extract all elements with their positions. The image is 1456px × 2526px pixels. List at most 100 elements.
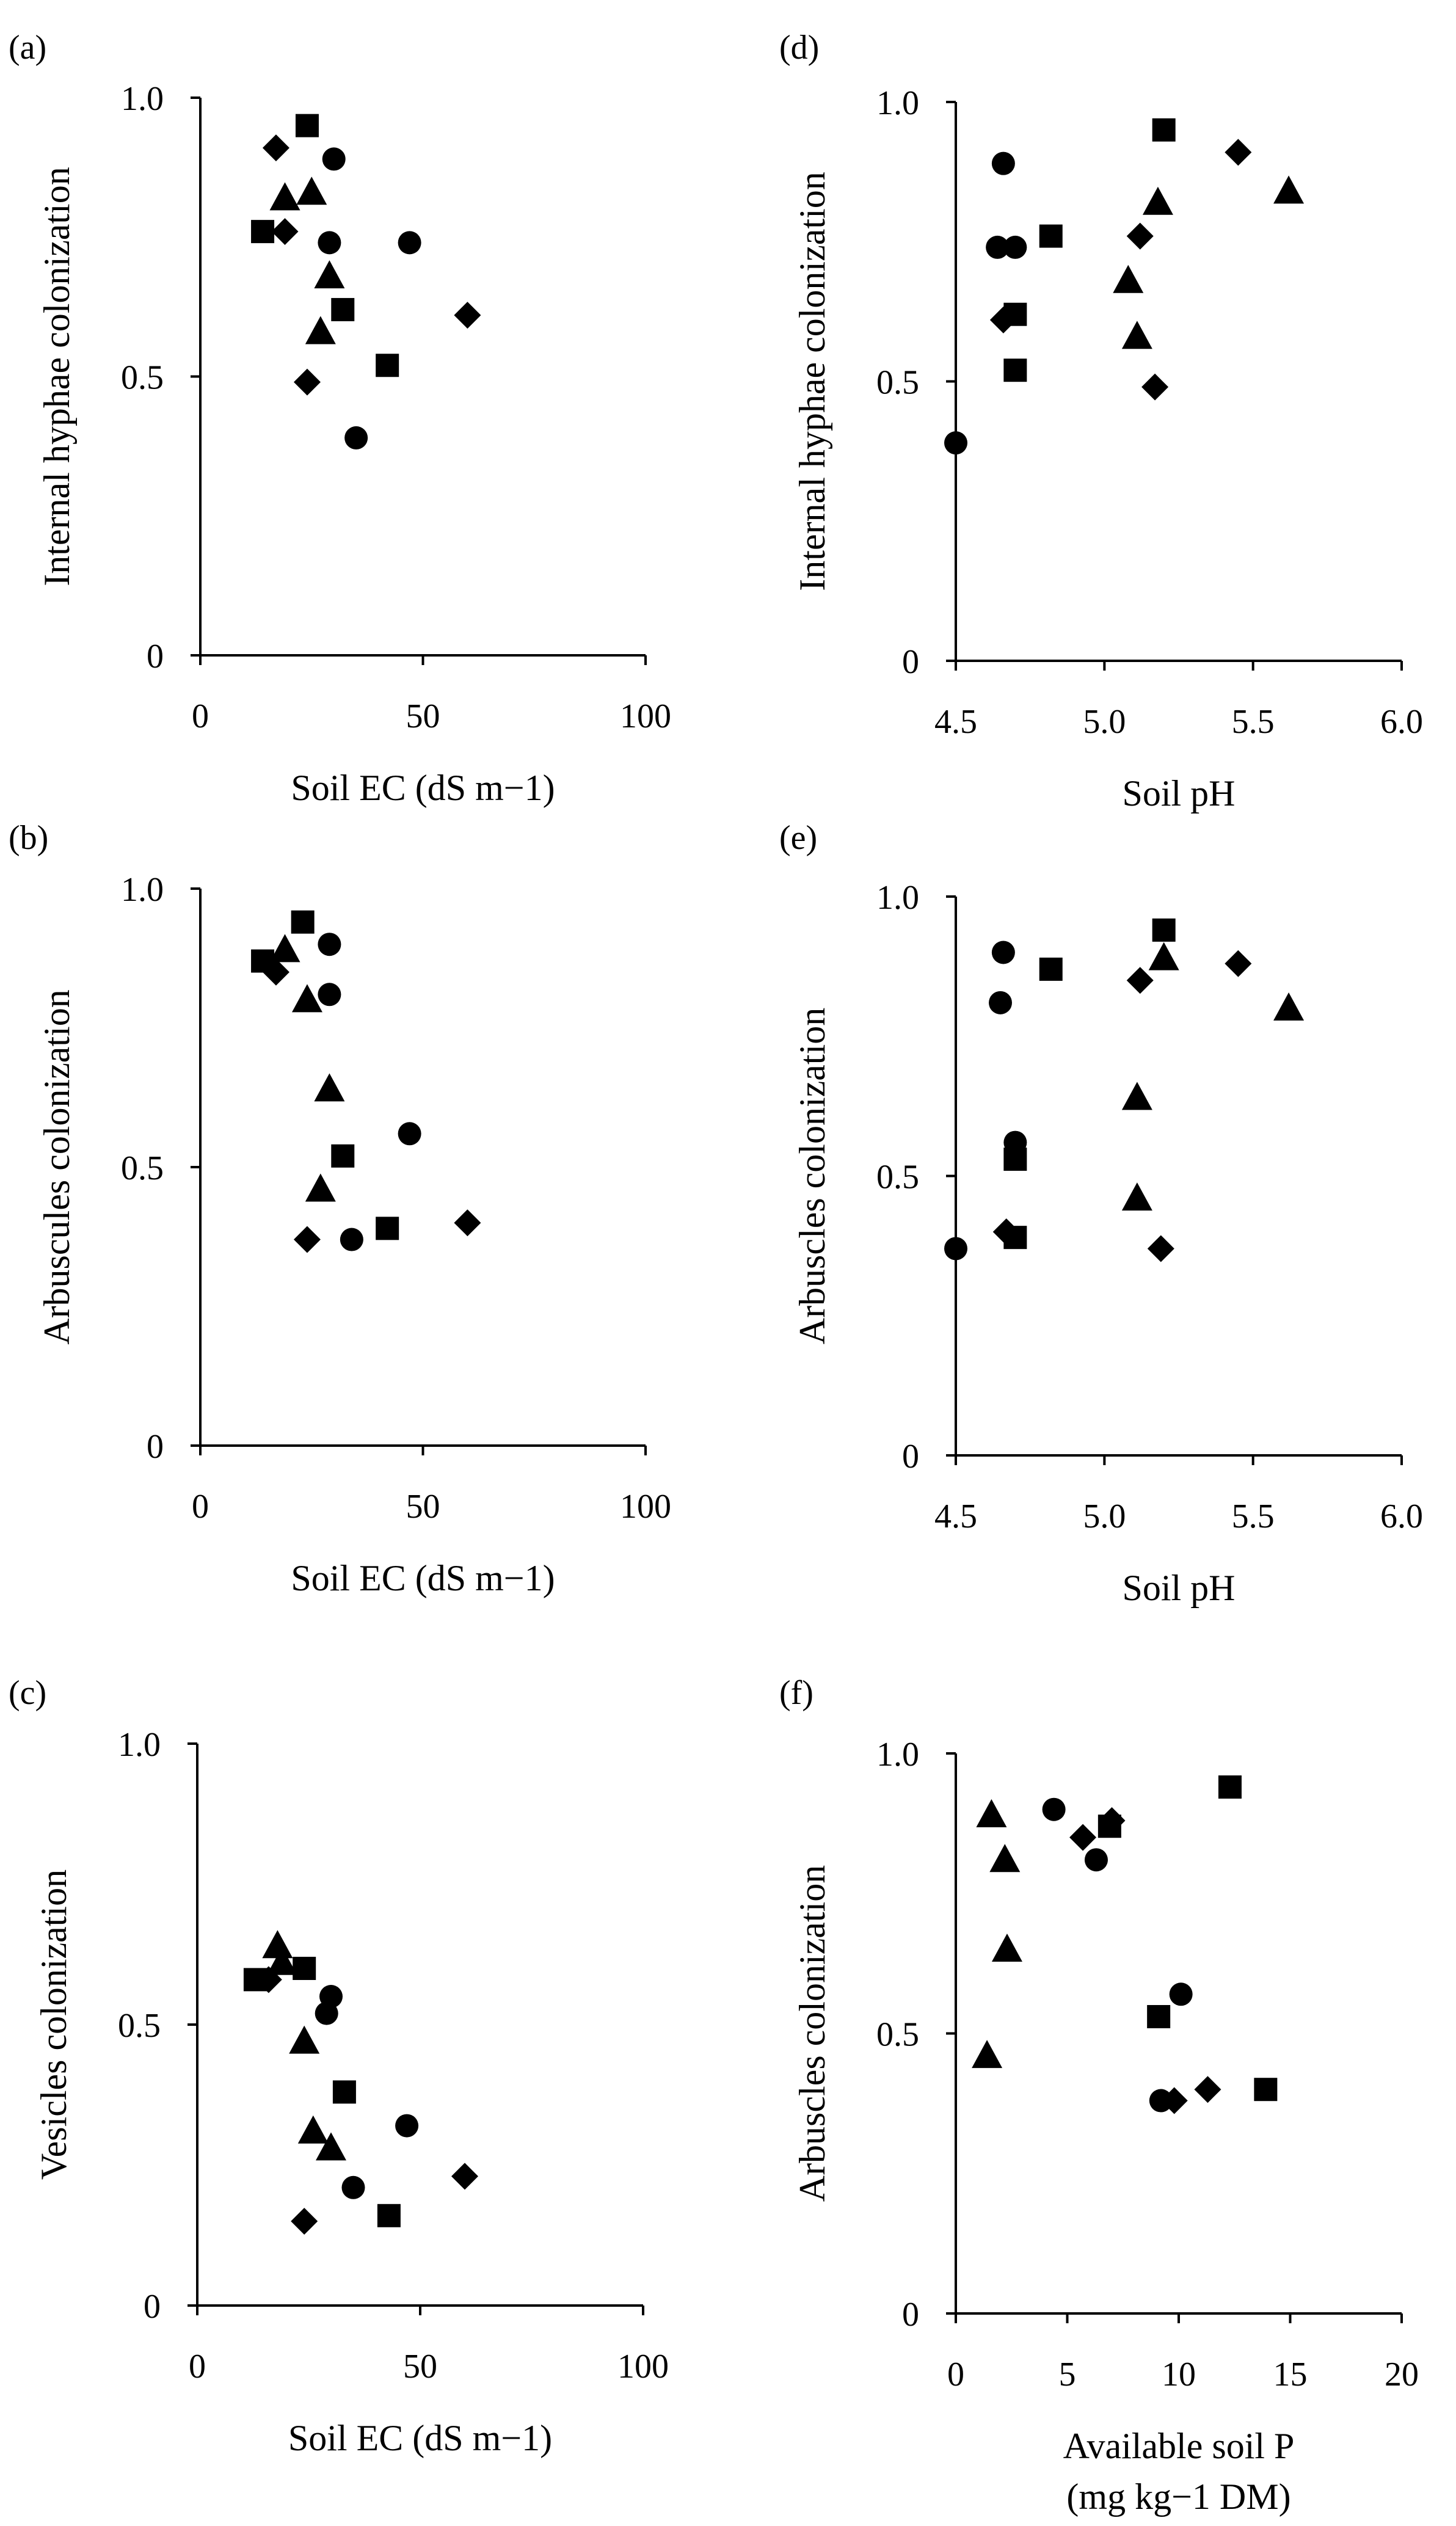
circle-point (1003, 235, 1027, 259)
x-axis-title: Soil EC (dS m−1) (291, 768, 555, 808)
y-tick-label: 0 (147, 638, 164, 675)
square-point (376, 1217, 399, 1240)
x-tick-label: 0 (192, 1488, 209, 1526)
square-point (1003, 1148, 1027, 1171)
y-tick-label: 1.0 (876, 84, 919, 122)
square-point (332, 2080, 356, 2104)
triangle-point (296, 177, 327, 205)
diamond-point (1194, 2076, 1221, 2103)
x-tick-label: 10 (1162, 2356, 1196, 2393)
x-tick-label: 5.5 (1232, 703, 1275, 741)
x-axis-title: Soil pH (1122, 773, 1235, 813)
x-tick-label: 6.0 (1380, 1498, 1423, 1535)
square-point (251, 220, 275, 244)
y-tick-label: 1.0 (118, 1726, 161, 1764)
diamond-point (262, 958, 289, 986)
diamond-point (1225, 950, 1252, 977)
x-tick-label: 5.5 (1232, 1498, 1275, 1535)
x-axis-title: Soil pH (1122, 1568, 1235, 1608)
square-point (1152, 918, 1176, 942)
square-point (1147, 2004, 1171, 2028)
circle-point (398, 1122, 421, 1146)
diamond-point (271, 218, 299, 246)
x-tick-label: 100 (620, 1488, 671, 1526)
triangle-point (1121, 321, 1152, 349)
x-tick-label: 0 (947, 2356, 964, 2393)
panel-a: (a) 0 0.5 1.0 0 50 100 Soil EC (dS m−1) Internal… (9, 29, 671, 808)
x-tick-label: 0 (189, 2348, 206, 2386)
triangle-point (305, 1173, 336, 1202)
panel-label: (a) (9, 29, 46, 67)
circle-point (1169, 1982, 1193, 2006)
triangle-point (269, 182, 300, 211)
diamond-point (291, 2208, 318, 2235)
circle-point (991, 941, 1015, 964)
x-tick-label: 4.5 (934, 703, 977, 741)
circle-point (395, 2114, 419, 2138)
diamond-point (1098, 1807, 1126, 1835)
x-tick-label: 6.0 (1380, 703, 1423, 741)
triangle-point (991, 1933, 1022, 1962)
triangle-point (269, 934, 300, 963)
x-tick-label: 100 (620, 697, 671, 735)
square-point (1218, 1775, 1242, 1799)
triangle-point (1121, 1082, 1152, 1110)
circle-point (944, 1237, 967, 1261)
triangle-point (1273, 992, 1305, 1021)
y-tick-label: 0.5 (876, 364, 919, 402)
circle-point (989, 991, 1012, 1014)
y-axis-title: Arbuscles colonization (792, 1865, 832, 2202)
y-tick-label: 0 (147, 1428, 164, 1466)
y-tick-label: 0 (144, 2288, 161, 2326)
panel-d: (d) 0 0.5 1.0 4.5 5.0 5.5 6.0 Soil pH Internal hy… (779, 29, 1423, 813)
circle-point (1042, 1797, 1066, 1821)
x-tick-label: 100 (617, 2348, 669, 2386)
circle-point (986, 235, 1010, 259)
circle-point (322, 147, 346, 171)
triangle-point (266, 1946, 297, 1975)
y-tick-label: 1.0 (121, 871, 164, 909)
y-axis-title: Arbuscles colonization (792, 1008, 832, 1345)
circle-point (318, 231, 341, 255)
x-axis-title-line2: (mg kg−1 DM) (1066, 2477, 1290, 2517)
triangle-point (305, 316, 336, 344)
diamond-point (989, 306, 1017, 333)
circle-point (1084, 1848, 1108, 1872)
y-tick-label: 0.5 (876, 1159, 919, 1196)
square-point (1003, 359, 1027, 382)
panel-label: (f) (779, 1674, 814, 1712)
panel-e: (e) 0 0.5 1.0 4.5 5.0 5.5 6.0 Soil pH Arbuscles c… (779, 819, 1423, 1608)
y-tick-label: 0.5 (876, 2016, 919, 2054)
diamond-point (293, 1226, 321, 1253)
triangle-point (1113, 264, 1144, 293)
panel-c: (c) 0 0.5 1.0 0 50 100 Soil EC (dS m−1) Vesicles… (9, 1674, 669, 2458)
diamond-point (1126, 967, 1154, 994)
panel-f: (f) 0 0.5 1.0 0 5 10 15 20 Available soil P (mg kg… (779, 1674, 1419, 2517)
y-tick-label: 0 (902, 1438, 919, 1476)
triangle-point (972, 2040, 1003, 2069)
diamond-point (1225, 139, 1252, 166)
circle-point (318, 933, 341, 956)
diamond-point (262, 134, 289, 162)
circle-point (315, 2001, 338, 2025)
triangle-point (316, 2132, 346, 2161)
diamond-point (992, 1218, 1020, 1245)
x-tick-label: 4.5 (934, 1498, 977, 1535)
triangle-point (289, 2025, 320, 2054)
y-axis-title: Arbuscules colonization (37, 989, 77, 1345)
diamond-point (454, 1209, 481, 1237)
square-point (331, 1144, 355, 1168)
square-point (377, 2204, 401, 2227)
triangle-point (1142, 186, 1173, 215)
square-point (1039, 957, 1063, 981)
circle-point (344, 426, 368, 450)
x-axis-title: Available soil P (1063, 2426, 1295, 2466)
triangle-point (989, 1844, 1021, 1873)
x-tick-label: 15 (1273, 2356, 1308, 2393)
circle-point (341, 2175, 365, 2199)
y-tick-label: 0.5 (118, 2007, 161, 2045)
x-tick-label: 5.0 (1083, 1498, 1126, 1535)
diamond-point (1141, 373, 1169, 401)
y-tick-label: 1.0 (876, 879, 919, 917)
